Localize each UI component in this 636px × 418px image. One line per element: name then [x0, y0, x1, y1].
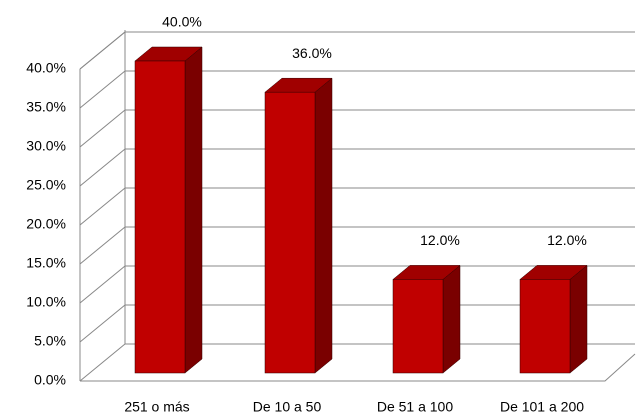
y-tick-label: 20.0%: [26, 216, 66, 232]
data-label: 12.0%: [420, 232, 460, 248]
x-tick-label: De 101 a 200: [500, 399, 584, 415]
grid-line: [79, 70, 635, 109]
y-tick-label: 0.0%: [34, 372, 66, 388]
y-tick-label: 25.0%: [26, 177, 66, 193]
bar: [134, 60, 186, 374]
y-tick-label: 5.0%: [34, 333, 66, 349]
grid-line: [79, 343, 635, 382]
grid-line: [79, 31, 635, 70]
bar-side: [569, 264, 588, 374]
grid-line: [79, 226, 635, 265]
bar-side: [314, 77, 333, 374]
grid-line: [79, 187, 635, 226]
grid-line: [79, 148, 635, 187]
y-tick-label: 10.0%: [26, 294, 66, 310]
y-tick-label: 40.0%: [26, 60, 66, 76]
bar: [264, 91, 316, 374]
grid-line: [79, 304, 635, 343]
bar-side: [184, 46, 203, 374]
bar-side: [442, 264, 461, 374]
bar: [519, 279, 571, 374]
y-tick-label: 15.0%: [26, 255, 66, 271]
x-tick-label: De 10 a 50: [253, 399, 322, 415]
data-label: 40.0%: [162, 14, 202, 30]
data-label: 12.0%: [547, 232, 587, 248]
x-tick-label: De 51 a 100: [377, 399, 453, 415]
data-label: 36.0%: [292, 45, 332, 61]
grid-line: [79, 265, 635, 304]
grid-line: [79, 109, 635, 148]
bar: [392, 279, 444, 374]
y-tick-label: 35.0%: [26, 99, 66, 115]
floor: [80, 353, 636, 382]
x-tick-label: 251 o más: [124, 399, 189, 415]
y-tick-label: 30.0%: [26, 138, 66, 154]
